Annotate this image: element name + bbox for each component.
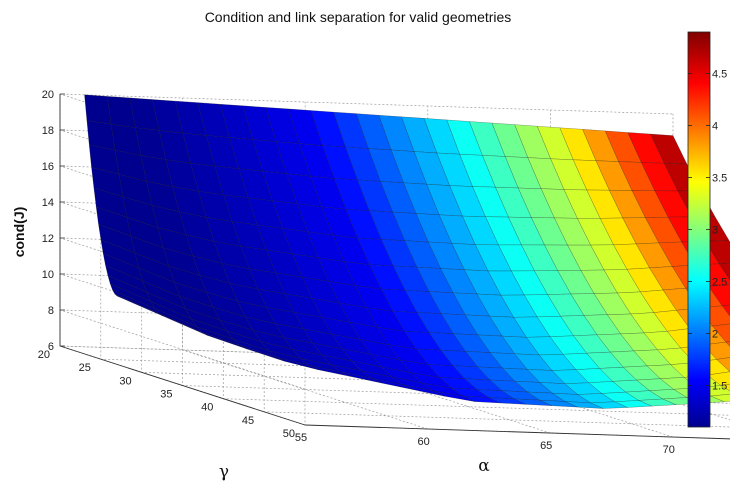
y-tick-label: 40 bbox=[201, 402, 213, 414]
colorbar-tick-label: 4.5 bbox=[712, 69, 727, 81]
x-tick-label: 60 bbox=[417, 436, 429, 448]
x-axis-label: α bbox=[478, 456, 490, 476]
x-tick-label: 70 bbox=[663, 444, 675, 456]
colorbar: 1.5 2 2.5 3 3.5 4 4.5 bbox=[687, 31, 727, 428]
z-tick-label: 18 bbox=[42, 125, 54, 137]
z-tick-label: 12 bbox=[42, 233, 54, 245]
x-axis-ticks: 556065707580 bbox=[295, 432, 675, 456]
colorbar-tick-label: 1.5 bbox=[712, 380, 727, 392]
colorbar-tick-label: 3 bbox=[712, 225, 718, 237]
z-tick-label: 16 bbox=[42, 161, 54, 173]
y-tick-label: 45 bbox=[242, 415, 254, 427]
y-axis-label: γ bbox=[219, 462, 229, 482]
colorbar-tick-label: 2 bbox=[712, 328, 718, 340]
x-tick-label: 65 bbox=[540, 440, 552, 452]
colorbar-tick-label: 3.5 bbox=[712, 173, 727, 185]
y-tick-label: 35 bbox=[160, 389, 172, 401]
y-tick-label: 25 bbox=[79, 362, 91, 374]
z-tick-label: 8 bbox=[48, 305, 54, 317]
colorbar-ticks: 1.5 2 2.5 3 3.5 4 4.5 bbox=[688, 69, 727, 392]
z-axis-label: cond(J) bbox=[11, 207, 27, 258]
chart-title: Condition and link separation for valid … bbox=[205, 9, 512, 25]
y-tick-label: 20 bbox=[38, 349, 50, 361]
z-tick-label: 10 bbox=[42, 269, 54, 281]
y-axis-line bbox=[59, 345, 306, 426]
y-axis-ticks: 20 25 30 35 40 45 50 bbox=[38, 349, 295, 440]
y-tick-label: 50 bbox=[283, 428, 295, 440]
z-tick-label: 6 bbox=[48, 341, 54, 353]
z-axis-ticks: 6 8 10 12 14 16 18 20 bbox=[42, 89, 65, 353]
z-tick-label: 20 bbox=[42, 89, 54, 101]
z-tick-label: 14 bbox=[42, 197, 54, 209]
surface-patch bbox=[84, 94, 112, 125]
colorbar-tick-label: 2.5 bbox=[712, 276, 727, 288]
surface-plot bbox=[84, 94, 730, 409]
colorbar-tick-label: 4 bbox=[712, 121, 718, 133]
x-tick-label: 55 bbox=[295, 432, 307, 444]
x-axis-line bbox=[304, 424, 730, 440]
y-tick-label: 30 bbox=[119, 375, 131, 387]
surface-patch bbox=[114, 293, 163, 316]
